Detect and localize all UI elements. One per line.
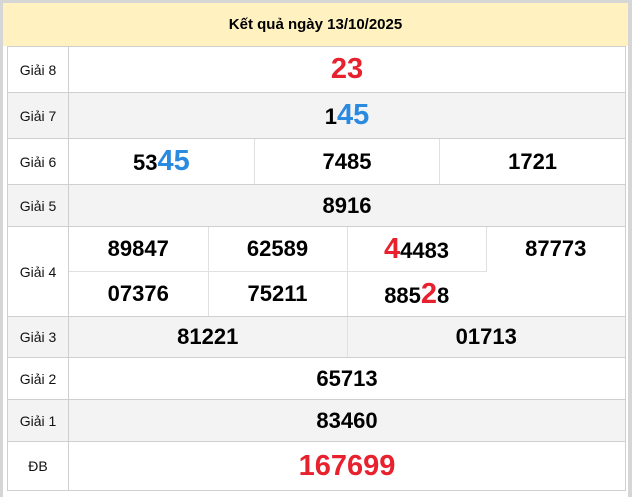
- prize-numbers: 23: [68, 46, 626, 93]
- prize-row: Giải 3 81221 01713: [7, 316, 626, 358]
- result-number: 87773: [485, 227, 625, 272]
- result-number: 167699: [69, 442, 625, 490]
- digits: 4483: [400, 237, 450, 263]
- highlighted-digits: 4: [383, 232, 401, 265]
- result-number: 83460: [69, 400, 625, 441]
- prize-numbers: 145: [68, 92, 626, 139]
- prize-label: Giải 1: [7, 399, 69, 442]
- result-number: 89847: [69, 227, 208, 272]
- highlighted-digits: 45: [336, 99, 370, 131]
- digits: 1: [324, 104, 337, 129]
- highlighted-digits: 167699: [298, 449, 396, 482]
- prize-label: Giải 4: [7, 226, 69, 317]
- prize-row: ĐB 167699: [7, 441, 626, 491]
- prize-numbers: 5345 7485 1721: [68, 138, 626, 185]
- digits: 01713: [455, 324, 517, 349]
- digits: 07376: [107, 281, 169, 306]
- digits: 65713: [316, 365, 378, 391]
- digits: 7485: [322, 148, 372, 174]
- result-number: 7485: [253, 139, 440, 184]
- digits: 8: [437, 282, 450, 308]
- digits: 81221: [177, 324, 239, 349]
- results-title: Kết quả ngày 13/10/2025: [3, 3, 628, 46]
- result-number: 81221: [69, 317, 347, 357]
- result-number: 1721: [439, 139, 625, 184]
- prize-label: ĐB: [7, 441, 69, 491]
- result-number: 145: [69, 93, 625, 138]
- results-table: Giải 8 23 Giải 7 145 Giải 6 5345 7485 1721 Giải …: [7, 46, 626, 491]
- prize-label: Giải 6: [7, 138, 69, 185]
- prize-row: Giải 6 5345 7485 1721: [7, 138, 626, 185]
- prize-row: Giải 8 23: [7, 46, 626, 93]
- digits: 89847: [107, 236, 169, 261]
- prize-row: Giải 5 8916: [7, 184, 626, 227]
- result-number: 5345: [69, 139, 254, 184]
- prize-numbers: 81221 01713: [68, 316, 626, 358]
- result-number: 65713: [69, 358, 625, 399]
- digits: 83460: [316, 407, 378, 433]
- digits: 62589: [246, 236, 309, 261]
- prize-numbers: 167699: [68, 441, 626, 491]
- prize-label: Giải 5: [7, 184, 69, 227]
- prize-numbers: 8916: [68, 184, 626, 227]
- result-number: 44483: [346, 227, 486, 272]
- prize-numbers: 89847 62589 44483 87773 07376 75211 88528: [68, 226, 626, 317]
- digits: 885: [384, 282, 421, 308]
- results-panel: Kết quả ngày 13/10/2025 Giải 8 23 Giải 7 14…: [3, 3, 628, 497]
- highlighted-digits: 23: [330, 53, 364, 85]
- result-number: 75211: [207, 271, 347, 316]
- prize-row: Giải 1 83460: [7, 399, 626, 442]
- digits: 87773: [525, 236, 587, 262]
- prize-row: Giải 7 145: [7, 92, 626, 139]
- result-number: 07376: [69, 271, 208, 316]
- prize-row: Giải 2 65713: [7, 357, 626, 400]
- result-number: 88528: [346, 271, 486, 316]
- digits: 75211: [247, 281, 308, 306]
- prize-label: Giải 2: [7, 357, 69, 400]
- highlighted-digits: 2: [420, 277, 438, 310]
- prize-label: Giải 8: [7, 46, 69, 93]
- highlighted-digits: 45: [157, 145, 190, 177]
- digits: 53: [133, 150, 158, 175]
- prize-label: Giải 7: [7, 92, 69, 139]
- result-number: 23: [69, 47, 625, 92]
- result-number: 8916: [69, 185, 625, 226]
- digits: 1721: [508, 148, 558, 174]
- prize-label: Giải 3: [7, 316, 69, 358]
- result-number: 01713: [346, 317, 625, 357]
- prize-numbers: 65713: [68, 357, 626, 400]
- digits: 8916: [322, 192, 372, 218]
- prize-row: Giải 4 89847 62589 44483 87773 07376 75211 8852…: [7, 226, 626, 317]
- result-number: 62589: [207, 227, 347, 272]
- prize-numbers: 83460: [68, 399, 626, 442]
